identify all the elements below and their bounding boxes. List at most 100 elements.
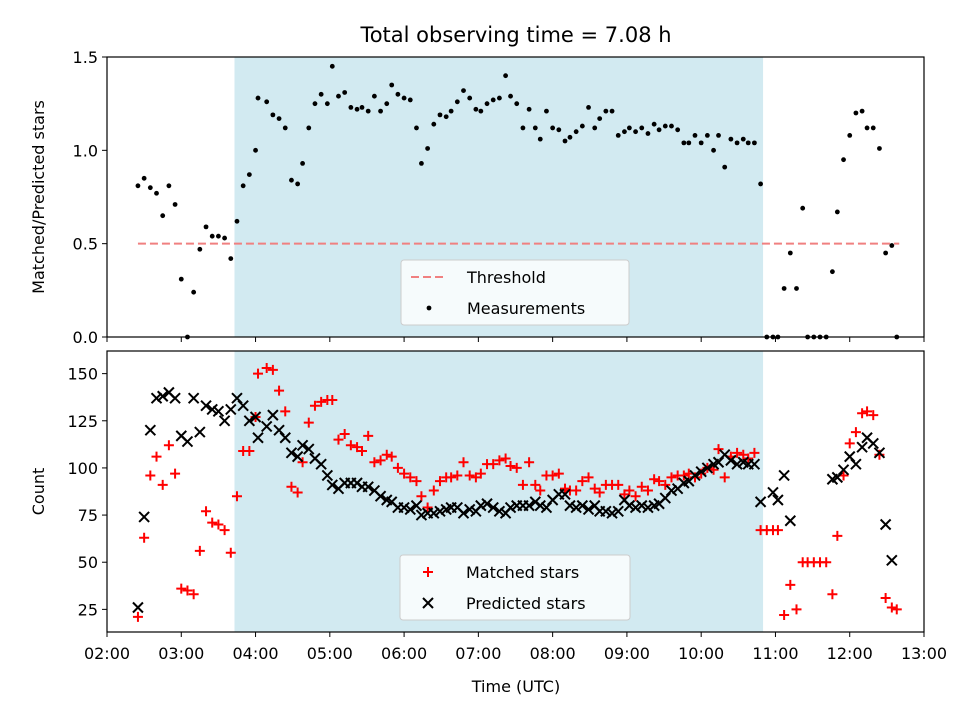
predicted-star-marker <box>754 496 767 508</box>
legend-measurement-swatch <box>426 305 432 311</box>
x-tick-label: 08:00 <box>530 644 576 663</box>
matched-star-marker <box>666 472 677 483</box>
measurement-point <box>300 161 305 166</box>
measurement-point <box>473 106 479 112</box>
measurement-point <box>508 93 513 99</box>
predicted-star-marker <box>260 420 273 433</box>
matched-star-marker <box>505 461 516 472</box>
measurement-point <box>544 108 549 114</box>
matched-star-marker <box>583 472 594 483</box>
measurement-point <box>324 101 330 107</box>
predicted-star-marker <box>725 454 737 467</box>
matched-star-marker <box>327 395 338 406</box>
measurement-point <box>556 127 562 133</box>
matched-star-marker <box>577 476 588 487</box>
matched-star-marker <box>244 445 255 456</box>
y-tick-label: 50 <box>78 553 98 572</box>
measurement-point <box>197 246 203 252</box>
y-tick-label: 1.0 <box>73 141 98 160</box>
measurement-point <box>222 235 227 241</box>
matched-star-marker <box>316 396 327 407</box>
measurement-point <box>639 125 645 131</box>
matched-star-marker <box>874 449 885 460</box>
matched-star-marker <box>791 604 802 615</box>
measurement-point <box>147 185 153 191</box>
matched-star-marker <box>642 485 653 496</box>
measurement-point <box>228 256 234 261</box>
x-axis-label: Time (UTC) <box>471 677 560 696</box>
measurement-point <box>141 175 147 181</box>
predicted-star-marker <box>582 503 595 516</box>
measurement-point <box>716 133 721 138</box>
predicted-star-marker <box>362 481 374 493</box>
predicted-star-marker <box>559 488 571 501</box>
matched-star-marker <box>434 476 445 487</box>
predicted-star-marker <box>457 507 470 519</box>
matched-star-marker <box>411 476 422 487</box>
legend-label: Measurements <box>467 299 585 318</box>
measurement-point <box>586 105 591 110</box>
measurement-point <box>448 108 454 114</box>
y-axis-label: Count <box>29 468 48 516</box>
predicted-star-marker <box>249 411 262 423</box>
matched-star-marker <box>713 444 724 455</box>
legend-predicted-swatch <box>422 597 434 609</box>
measurement-point <box>864 125 870 131</box>
measurement-point <box>883 250 889 256</box>
matched-star-marker <box>649 474 660 485</box>
matched-star-marker <box>369 457 380 468</box>
measurement-point <box>711 147 716 153</box>
measurement-point <box>728 136 734 142</box>
predicted-star-marker <box>879 518 892 531</box>
measurement-point <box>240 183 246 189</box>
predicted-star-marker <box>784 515 797 527</box>
y-tick-label: 75 <box>78 506 98 525</box>
matched-star-marker <box>345 440 356 451</box>
matched-star-marker <box>339 428 350 439</box>
matched-star-marker <box>636 481 647 492</box>
measurement-point <box>829 269 835 275</box>
legend: Threshold Measurements <box>400 259 630 326</box>
predicted-star-marker <box>138 511 150 523</box>
predicted-star-marker <box>867 437 879 450</box>
x-tick-label: 03:00 <box>158 644 204 663</box>
y-tick-label: 125 <box>67 412 98 431</box>
measurement-point <box>264 99 270 105</box>
matched-star-marker <box>428 485 439 496</box>
measurement-point <box>437 112 443 118</box>
predicted-star-marker <box>194 426 206 438</box>
predicted-star-marker <box>303 443 315 455</box>
measurement-point <box>734 140 740 146</box>
measurement-point <box>526 106 532 112</box>
matched-star-marker <box>891 604 902 615</box>
measurement-point <box>692 133 698 138</box>
predicted-star-marker <box>612 505 624 518</box>
measurement-point <box>573 129 579 135</box>
matched-star-marker <box>624 485 635 496</box>
legend-label: Predicted stars <box>466 594 586 613</box>
matched-star-marker <box>678 470 689 481</box>
measurement-point <box>443 114 449 120</box>
matched-star-marker <box>613 479 624 490</box>
predicted-star-marker <box>144 424 157 436</box>
predicted-star-marker <box>850 458 862 470</box>
matched-star-marker <box>392 462 403 473</box>
matched-star-marker <box>399 468 410 479</box>
x-tick-label: 13:00 <box>901 644 947 663</box>
measurement-point <box>781 286 787 291</box>
predicted-star-marker <box>837 464 850 476</box>
measurement-point <box>365 108 371 114</box>
predicted-star-marker <box>856 441 868 453</box>
measurement-point <box>419 161 424 166</box>
matched-star-marker <box>213 519 224 530</box>
matched-star-marker <box>749 447 760 458</box>
measurement-point <box>318 91 324 97</box>
measurement-point <box>203 224 209 230</box>
matched-star-marker <box>194 545 205 556</box>
x-tick-label: 07:00 <box>455 644 501 663</box>
predicted-star-marker <box>748 458 761 470</box>
measurement-point <box>669 123 674 129</box>
measurement-point <box>686 140 692 146</box>
measurement-point <box>704 133 710 138</box>
y-tick-label: 25 <box>78 600 98 619</box>
